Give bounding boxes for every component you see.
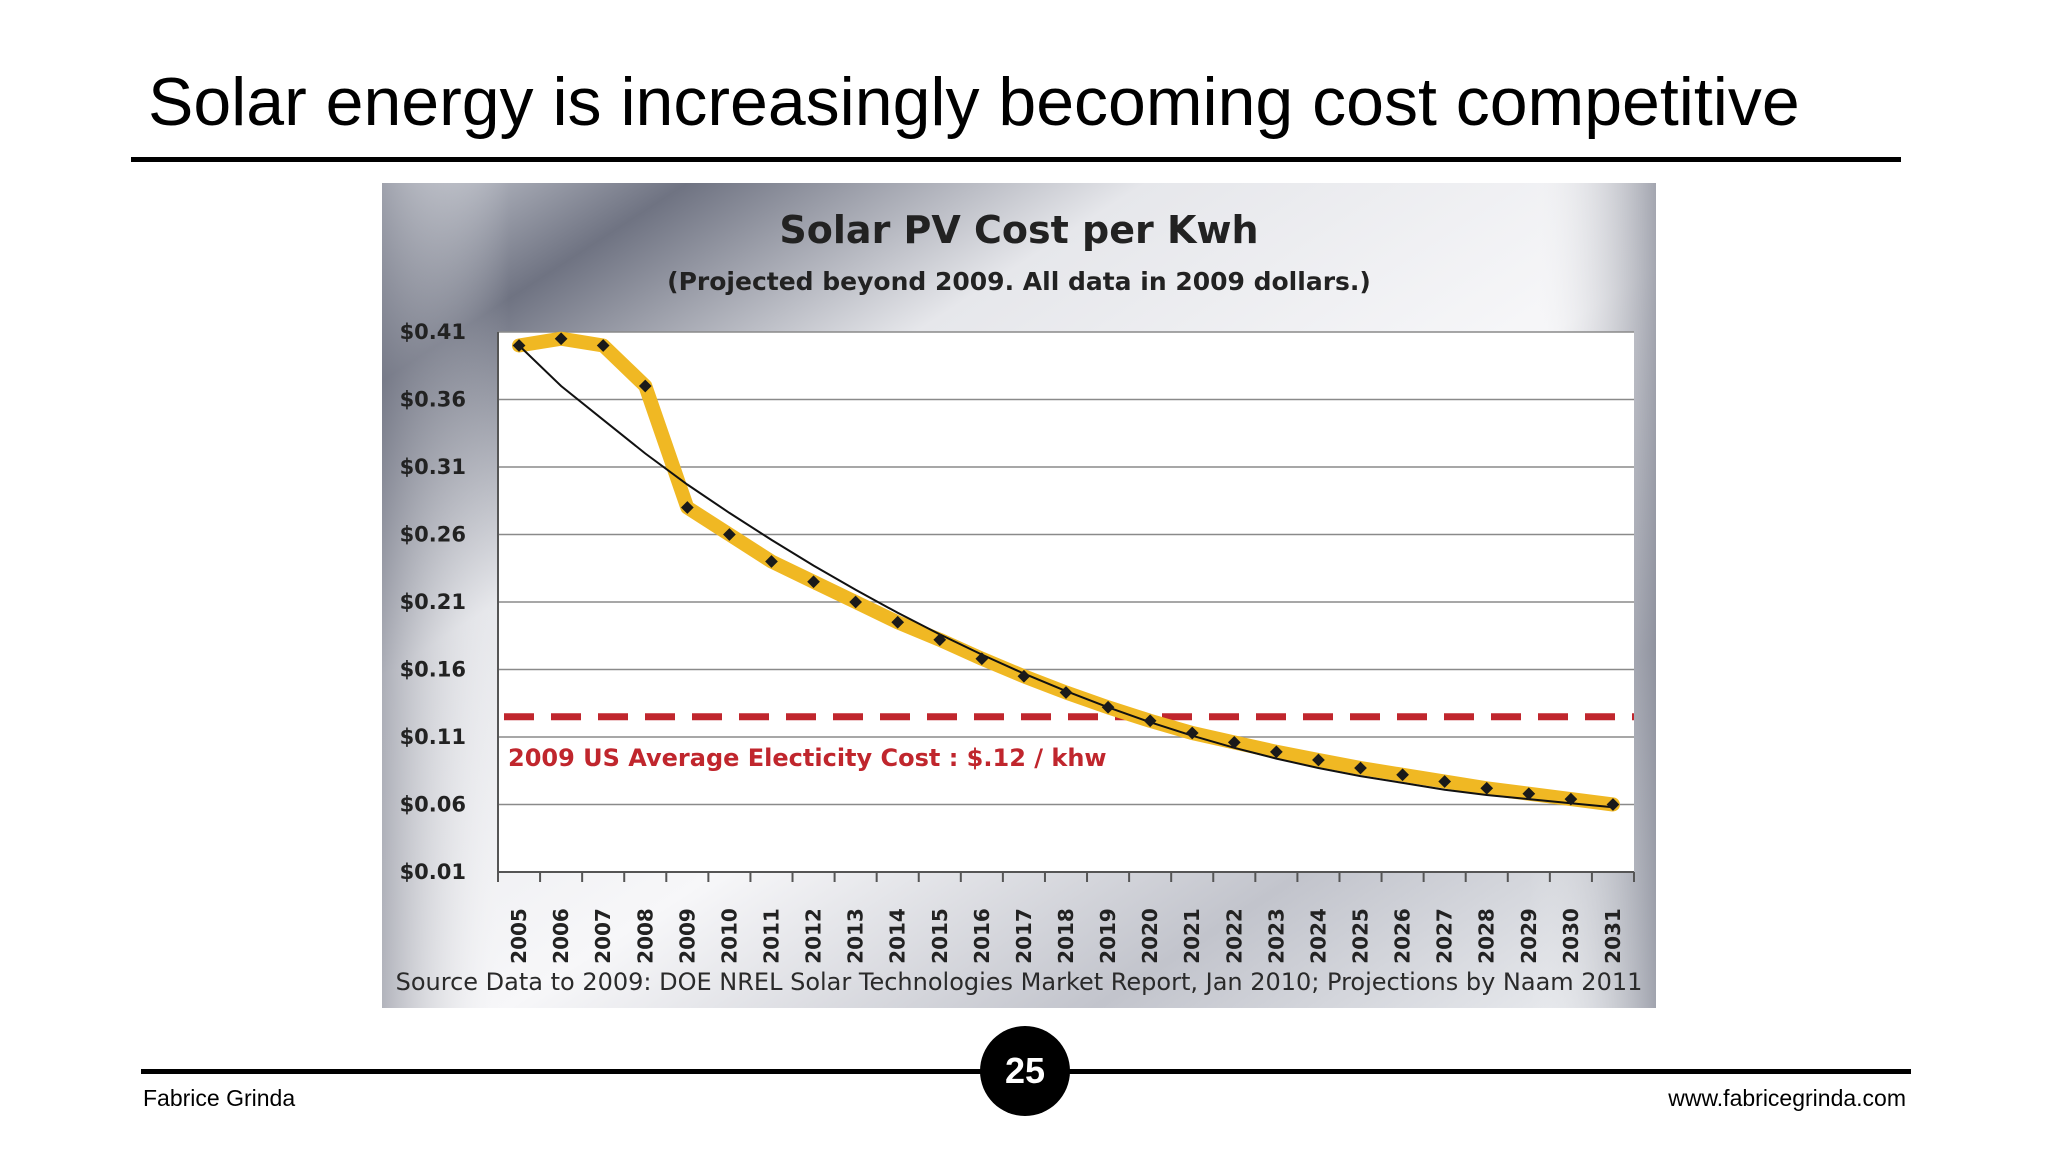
series-group — [512, 331, 1620, 812]
y-tick-label: $0.31 — [400, 455, 466, 479]
y-tick-label: $0.36 — [400, 388, 466, 412]
x-tick-label: 2025 — [1349, 908, 1373, 964]
solar-cost-chart: $0.41 $0.36 $0.31 $0.26 $0.21 $0.16 $0.11 $0.06… — [382, 183, 1656, 1008]
x-tick-label: 2017 — [1012, 908, 1036, 964]
x-tick-label: 2011 — [759, 908, 783, 964]
gridlines — [498, 331, 1634, 806]
chart-title: Solar PV Cost per Kwh — [779, 208, 1258, 252]
x-tick-label: 2006 — [549, 908, 573, 964]
x-tick-label: 2021 — [1180, 908, 1204, 964]
x-tick-label: 2027 — [1433, 908, 1457, 964]
x-tick-label: 2013 — [844, 908, 868, 964]
x-tick-label: 2010 — [717, 908, 741, 964]
x-tick-label: 2031 — [1601, 908, 1625, 964]
x-tick-label: 2019 — [1096, 908, 1120, 964]
chart-subtitle: (Projected beyond 2009. All data in 2009… — [667, 267, 1371, 296]
reference-line-label: 2009 US Average Electicity Cost : $.12 /… — [508, 744, 1107, 772]
y-tick-label: $0.06 — [400, 793, 466, 817]
x-tick-label: 2026 — [1391, 908, 1415, 964]
data-point-marker — [1143, 714, 1157, 728]
data-point-marker — [891, 615, 905, 629]
x-tick-label: 2009 — [675, 908, 699, 964]
chart-canvas: $0.41 $0.36 $0.31 $0.26 $0.21 $0.16 $0.11 $0.06… — [382, 183, 1656, 1008]
x-tick-label: 2024 — [1306, 908, 1330, 964]
y-tick-label: $0.16 — [400, 658, 466, 682]
x-tick-label: 2020 — [1138, 908, 1162, 964]
x-tick-label: 2005 — [507, 908, 531, 964]
data-point-marker — [1185, 726, 1199, 740]
x-tick-label: 2022 — [1222, 908, 1246, 964]
data-point-marker — [512, 339, 526, 352]
data-point-marker — [554, 332, 568, 346]
footer-author: Fabrice Grinda — [143, 1085, 296, 1111]
x-tick-label: 2008 — [633, 908, 657, 964]
footer-website: www.fabricegrinda.com — [1668, 1085, 1906, 1111]
data-point-marker — [1354, 761, 1367, 775]
y-tick-label: $0.26 — [400, 523, 466, 547]
x-tick-label: 2023 — [1264, 908, 1288, 964]
x-tick-label: 2018 — [1054, 908, 1078, 964]
x-tick-label: 2014 — [886, 908, 910, 964]
page-number-badge: 25 — [980, 1026, 1070, 1116]
x-tick-label: 2015 — [928, 908, 952, 964]
x-tick-label: 2016 — [970, 908, 994, 964]
y-tick-label: $0.01 — [400, 860, 466, 884]
y-tick-label: $0.11 — [400, 725, 466, 749]
data-point-marker — [680, 501, 694, 514]
x-tick-label: 2030 — [1559, 908, 1583, 964]
slide-title: Solar energy is increasingly becoming co… — [148, 64, 1800, 140]
chart-source-note: Source Data to 2009: DOE NREL Solar Tech… — [396, 968, 1643, 996]
data-point-marker — [638, 379, 652, 393]
x-tick-label: 2007 — [591, 908, 615, 964]
axes: $0.41 $0.36 $0.31 $0.26 $0.21 $0.16 $0.11 $0.06… — [400, 320, 1635, 964]
data-point-marker — [1227, 736, 1241, 749]
y-tick-label: $0.41 — [400, 320, 466, 344]
x-tick-label: 2028 — [1475, 908, 1499, 964]
x-tick-label: 2029 — [1517, 908, 1541, 964]
data-point-marker — [1396, 768, 1409, 782]
x-tick-label: 2012 — [802, 908, 826, 964]
y-tick-label: $0.21 — [400, 590, 466, 614]
title-underline — [131, 157, 1901, 162]
